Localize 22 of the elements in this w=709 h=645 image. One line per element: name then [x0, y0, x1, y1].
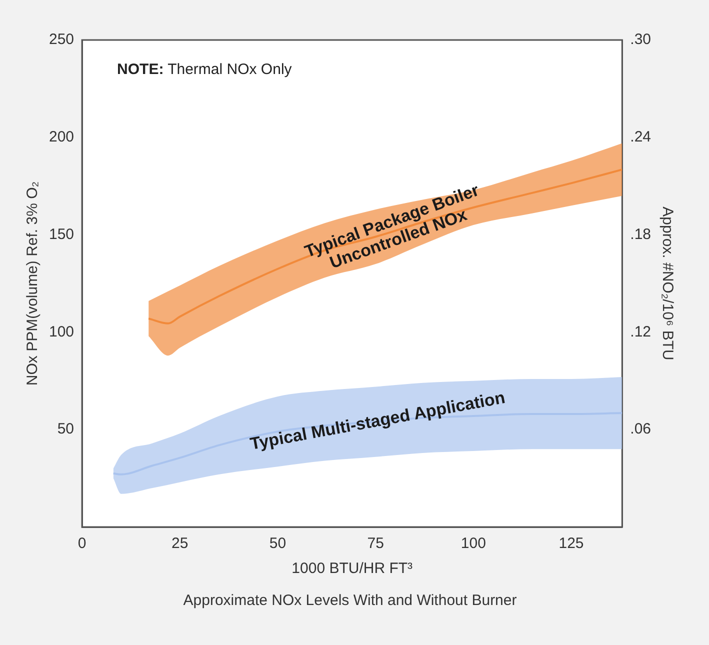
y-tick-label: 100 — [48, 323, 74, 340]
y-tick-label: 150 — [48, 226, 74, 243]
y2-tick-label: .30 — [630, 31, 652, 48]
x-tick-label: 125 — [558, 535, 584, 552]
x-tick-label: 100 — [460, 535, 486, 552]
y-tick-label: 250 — [48, 31, 74, 48]
y2-tick-label: .12 — [630, 323, 652, 340]
y-tick-label: 50 — [57, 420, 74, 438]
y2-axis-title: Approx. #NO₂/10⁶ BTU — [658, 206, 676, 360]
line-series — [148, 168, 622, 324]
x-tick-label: 75 — [367, 535, 384, 552]
x-tick-label: 0 — [78, 535, 86, 552]
y-tick-label: 200 — [48, 128, 74, 146]
y2-tick-label: .06 — [630, 420, 652, 438]
y2-tick-label: .24 — [630, 128, 652, 146]
x-axis-title: 1000 BTU/HR FT³ — [292, 560, 413, 578]
x-tick-label: 50 — [269, 535, 286, 552]
y2-tick-label: .18 — [630, 226, 652, 243]
y-axis-title: NOx PPM(volume) Ref. 3% O₂ — [24, 181, 42, 386]
annotation: NOTE: Thermal NOx Only — [117, 61, 292, 78]
x-tick-label: 25 — [172, 535, 188, 552]
text: Approximate NOx Levels With and Without Burner — [183, 592, 517, 610]
